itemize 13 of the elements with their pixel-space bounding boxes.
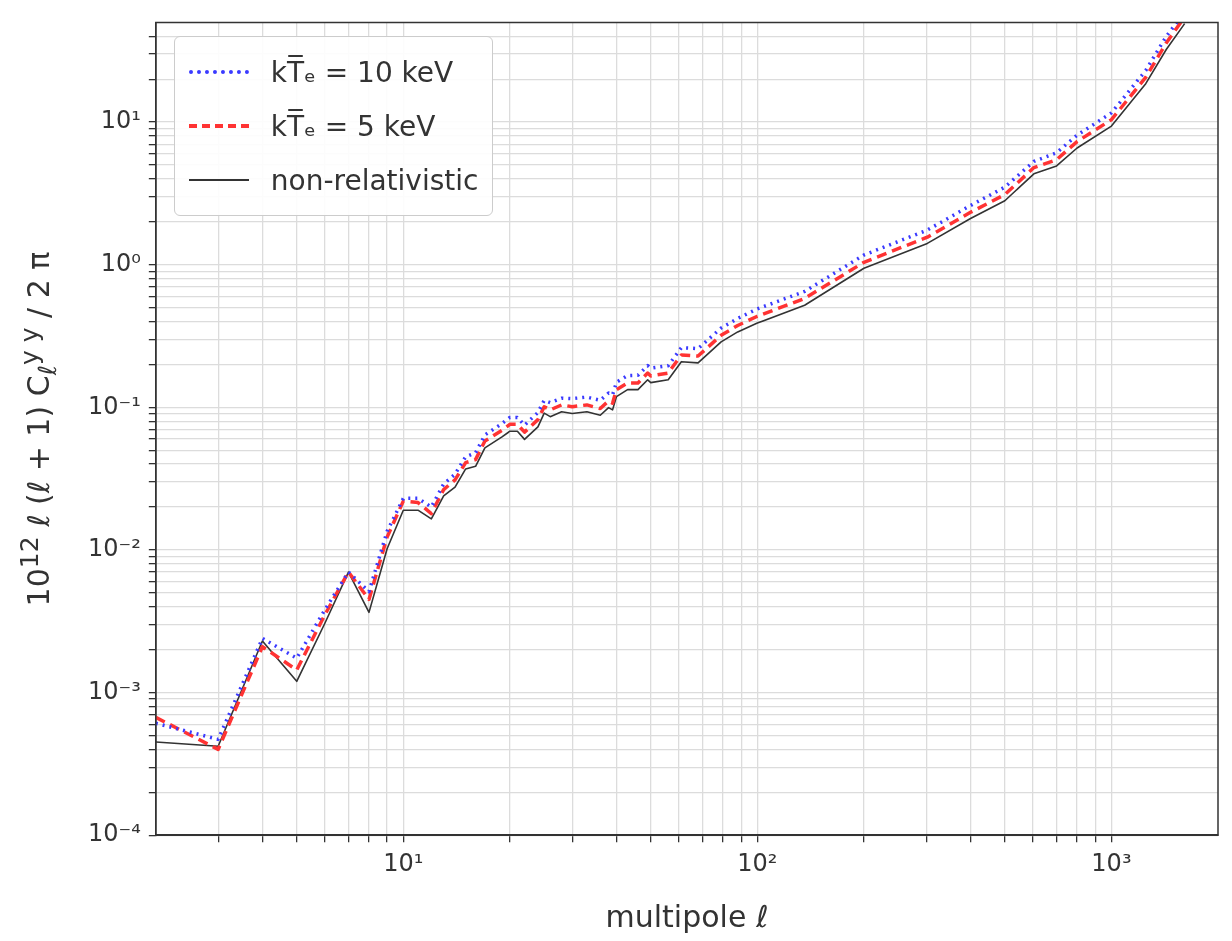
legend-label: non-relativistic [270,163,479,197]
y-tick-label: 10⁻³ [88,676,141,705]
legend-label: kT̅ₑ = 10 keV [270,55,454,89]
y-tick-label: 10⁻⁴ [88,819,141,848]
x-axis-title: multipole ℓ [605,898,769,934]
y-tick-label: 10¹ [100,106,141,135]
x-tick-label: 10³ [1091,848,1132,877]
legend-label: kT̅ₑ = 5 keV [270,109,436,143]
y-tick-label: 10⁻¹ [88,391,141,420]
x-tick-label: 10² [737,848,778,877]
x-tick-label: 10¹ [383,848,424,877]
y-tick-label: 10⁰ [100,248,141,277]
y-tick-label: 10⁻² [88,534,141,563]
